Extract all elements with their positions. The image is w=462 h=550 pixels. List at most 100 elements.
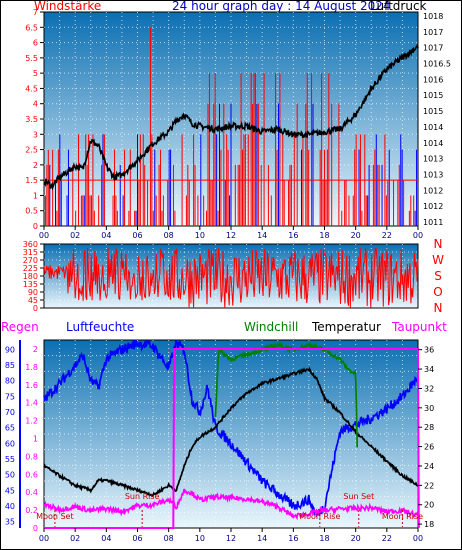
x-tick-label: 18 (319, 534, 329, 543)
y-humidity-tick-label: 60 (5, 439, 15, 448)
x-tick-label: 12 (226, 534, 236, 543)
series-windchill (214, 341, 359, 448)
y-right-tick-label: 1017 (423, 28, 443, 37)
panel-3-annotations: Moon Set Sun Rise Moon Rise Sun Set Moon Ris… (36, 492, 423, 527)
y-temp-tick-label: 32 (424, 384, 434, 393)
y-left-tick-label: 3.5 (25, 115, 38, 124)
y-rain-tick-label: 1.2 (25, 417, 38, 426)
header-right-label: Luftdruck (370, 0, 427, 13)
y-humidity-tick-label: 80 (5, 377, 15, 386)
y-temp-tick-label: 30 (424, 404, 434, 413)
pressure-line (43, 44, 419, 191)
series-luftfeuchte (43, 339, 419, 518)
y-rain-tick-label: 1.8 (25, 363, 38, 372)
x-tick-label: 08 (164, 231, 174, 240)
y-right-tick-label: 1015 (423, 91, 443, 100)
compass-label: O (433, 285, 442, 299)
y-left-tick-label: 5 (33, 69, 38, 78)
y-left-tick-label: 1 (33, 191, 38, 200)
y-rain-tick-label: 0.4 (25, 488, 38, 497)
y-temp-tick-label: 34 (424, 365, 434, 374)
y-dir-tick-label: 270 (23, 256, 38, 265)
y-dir-tick-label: 180 (23, 272, 38, 281)
x-tick-label: 12 (226, 231, 236, 240)
compass-label: N (434, 301, 443, 315)
y-right-tick-label: 1014 (423, 139, 443, 148)
y-humidity-tick-label: 65 (5, 424, 15, 433)
y-temp-tick-label: 22 (424, 481, 434, 490)
y-left-tick-label: 6 (33, 39, 38, 48)
x-tick-label: 02 (70, 534, 80, 543)
y-rain-tick-label: 1.6 (25, 381, 38, 390)
y-humidity-tick-label: 85 (5, 361, 15, 370)
series-temperatur (43, 366, 419, 498)
y-dir-tick-label: 225 (23, 264, 38, 273)
x-tick-label: 22 (382, 231, 392, 240)
x-tick-label: 06 (132, 231, 142, 240)
y-temp-tick-label: 20 (424, 501, 434, 510)
x-tick-label: 00 (39, 231, 49, 240)
y-humidity-tick-label: 75 (5, 392, 15, 401)
y-humidity-tick-label: 35 (5, 518, 15, 527)
panel-1-ticks: 00.511.522.533.544.555.566.5710111012101… (25, 8, 451, 240)
y-dir-tick-label: 360 (23, 240, 38, 249)
x-tick-label: 06 (132, 534, 142, 543)
y-right-tick-label: 1015 (423, 107, 443, 116)
y-humidity-tick-label: 55 (5, 455, 15, 464)
y-dir-tick-label: 90 (28, 288, 38, 297)
header-title: 24 hour graph day : 14 August 2024 (172, 0, 391, 13)
y-rain-tick-label: 1 (33, 434, 38, 443)
y-rain-tick-label: 0.8 (25, 452, 38, 461)
compass-label: N (434, 237, 443, 251)
annotation-label: Sun Set (343, 492, 374, 501)
x-tick-label: 00 (413, 534, 423, 543)
y-right-tick-label: 1011 (423, 218, 443, 227)
y-humidity-tick-label: 70 (5, 408, 15, 417)
wind-direction-series (43, 247, 419, 309)
header-left-label: Windstärke (34, 0, 101, 13)
y-left-tick-label: 7 (33, 8, 38, 17)
y-temp-tick-label: 24 (424, 462, 434, 471)
y-humidity-tick-label: 45 (5, 486, 15, 495)
x-tick-label: 10 (195, 534, 205, 543)
x-tick-label: 14 (257, 534, 267, 543)
y-left-tick-label: 6.5 (25, 23, 38, 32)
legend-item: Taupunkt (391, 320, 447, 334)
legend-item: Regen (1, 320, 39, 334)
wind-direction-line (43, 247, 419, 309)
y-left-tick-label: 3 (33, 130, 38, 139)
y-right-tick-label: 1017 (423, 44, 443, 53)
x-tick-label: 04 (101, 534, 111, 543)
x-tick-label: 20 (351, 534, 361, 543)
y-dir-tick-label: 315 (23, 248, 38, 257)
x-tick-label: 10 (195, 231, 205, 240)
annotation-label: Moon Rise (299, 512, 340, 521)
y-temp-tick-label: 18 (424, 520, 434, 529)
y-humidity-tick-label: 50 (5, 471, 15, 480)
x-tick-label: 20 (351, 231, 361, 240)
y-right-tick-label: 1016.5 (423, 60, 451, 69)
x-tick-label: 00 (39, 534, 49, 543)
y-rain-tick-label: 0.6 (25, 470, 38, 479)
y-left-tick-label: 4 (33, 100, 38, 109)
y-temp-tick-label: 28 (424, 423, 434, 432)
y-rain-tick-label: 0 (33, 524, 38, 533)
legend-item: Windchill (244, 320, 298, 334)
legend-item: Luftfeuchte (66, 320, 134, 334)
legend-item: Temperatur (311, 320, 381, 334)
y-humidity-tick-label: 90 (5, 345, 15, 354)
y-left-tick-label: 5.5 (25, 54, 38, 63)
y-dir-tick-label: 135 (23, 280, 38, 289)
annotation-label: Sun Rise (125, 492, 160, 501)
legend: Regen Luftfeuchte Windchill Temperatur Taupu… (1, 320, 447, 334)
x-tick-label: 22 (382, 534, 392, 543)
y-right-tick-label: 1014 (423, 123, 443, 132)
y-right-tick-label: 1013 (423, 155, 443, 164)
y-left-tick-label: 2.5 (25, 146, 38, 155)
y-left-tick-label: 4.5 (25, 84, 38, 93)
y-temp-tick-label: 36 (424, 346, 434, 355)
panel-3-ticks: 0 0.2 0.4 0.6 0.8 1 1.2 1.4 1.6 1.8 2 35 40 45 50 55 60 6… (5, 340, 434, 543)
annotation-label: Moon Rise (382, 512, 423, 521)
